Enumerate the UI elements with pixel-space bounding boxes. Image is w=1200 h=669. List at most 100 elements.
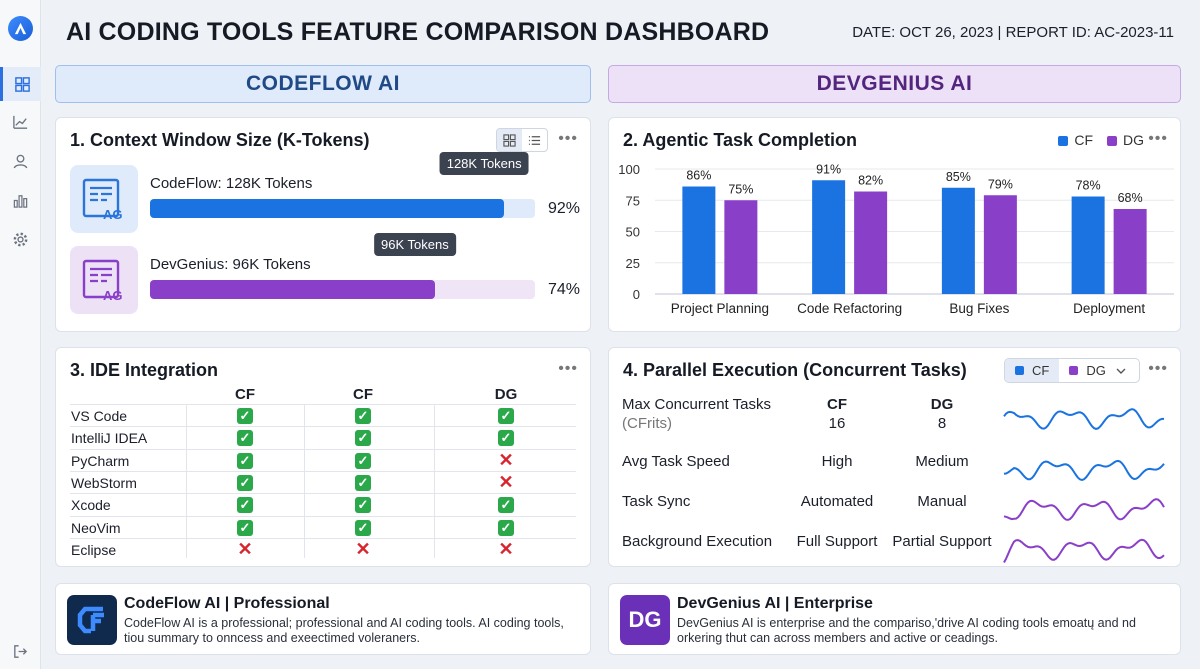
parallel-header-cf: CF — [827, 396, 847, 413]
card-title: 4. Parallel Execution (Concurrent Tasks) — [623, 360, 967, 380]
y-tick-label: 25 — [626, 256, 640, 271]
column-divider — [304, 404, 305, 558]
legend-item-dg[interactable]: DG — [1107, 132, 1144, 148]
more-options-icon[interactable]: ••• — [558, 130, 578, 147]
data-label: 85% — [946, 170, 971, 184]
sparkline — [1003, 538, 1165, 563]
ide-row: PyCharm ✓ ✓ ✕ — [70, 448, 576, 471]
check-icon: ✓ — [235, 407, 255, 424]
context-bar-fill — [150, 199, 505, 218]
parallel-metric-label: Max Concurrent Tasks — [622, 396, 771, 413]
check-icon: ✓ — [353, 496, 373, 514]
context-bar-track — [150, 280, 535, 299]
y-tick-label: 0 — [633, 287, 640, 302]
ide-name: Eclipse — [71, 541, 117, 558]
more-options-icon[interactable]: ••• — [1148, 130, 1168, 147]
context-label: CodeFlow: 128K Tokens — [150, 175, 313, 192]
ide-name: PyCharm — [71, 452, 130, 469]
product-header-devgenius[interactable]: DEVGENIUS AI — [608, 65, 1181, 103]
check-icon: ✓ — [353, 407, 373, 424]
sparkline-path — [1003, 498, 1165, 521]
y-tick-label: 75 — [626, 193, 640, 208]
data-label: 78% — [1076, 179, 1101, 193]
bar-cf — [812, 180, 846, 294]
data-label: 79% — [988, 177, 1013, 191]
summary-text: CodeFlow AI is a professional; professio… — [124, 616, 564, 645]
check-icon: ✓ — [353, 519, 373, 536]
parallel-header-dg: DG — [930, 396, 954, 413]
context-row-devgenius: AG DevGenius: 96K Tokens 96K Tokens 74% — [70, 233, 580, 316]
parallel-execution-card: 4. Parallel Execution (Concurrent Tasks)… — [608, 347, 1181, 567]
more-options-icon[interactable]: ••• — [558, 360, 578, 377]
check-icon: ✓ — [235, 452, 255, 469]
document-ag-icon: AG — [70, 246, 138, 314]
codeflow-logo — [67, 595, 117, 645]
x-tick-label: Bug Fixes — [949, 301, 1009, 316]
svg-text:AG: AG — [103, 288, 123, 302]
cross-icon: ✕ — [355, 538, 371, 559]
series-filter-dropdown[interactable]: CF DG — [1004, 358, 1140, 383]
sparkline-path — [1003, 408, 1164, 430]
sidebar-item-users[interactable] — [0, 144, 41, 178]
bar-chart-icon — [13, 194, 28, 208]
app-logo-icon[interactable] — [8, 16, 33, 41]
parallel-value-dg: Medium — [915, 453, 969, 470]
view-toggle[interactable] — [496, 128, 548, 152]
grid-view-icon[interactable] — [497, 129, 522, 151]
check-icon: ✓ — [235, 429, 255, 447]
sidebar-item-dashboard[interactable] — [0, 67, 41, 101]
chart-legend: CF DG — [1058, 132, 1144, 148]
devgenius-logo: DG — [620, 595, 670, 645]
sidebar-item-analytics[interactable] — [0, 183, 41, 217]
bar-dg — [983, 195, 1017, 294]
bar-dg — [1113, 209, 1147, 294]
context-bar-fill — [150, 280, 435, 299]
column-divider — [434, 404, 435, 558]
parallel-value-cf: High — [821, 453, 853, 470]
more-options-icon[interactable]: ••• — [1148, 360, 1168, 377]
context-label: DevGenius: 96K Tokens — [150, 256, 311, 273]
ide-row: VS Code ✓ ✓ ✓ — [70, 404, 576, 426]
card-title: 1. Context Window Size (K-Tokens) — [70, 130, 370, 150]
bar-dg — [854, 191, 888, 294]
context-percent: 92% — [547, 200, 580, 217]
chevron-down-icon — [1116, 368, 1126, 374]
legend-item-cf[interactable]: CF — [1058, 132, 1093, 148]
svg-text:AG: AG — [103, 207, 123, 221]
context-window-card: 1. Context Window Size (K-Tokens) ••• AG… — [55, 117, 591, 332]
context-tooltip: 128K Tokens — [439, 152, 529, 175]
parallel-value-cf: 16 — [828, 415, 846, 432]
check-icon: ✓ — [496, 519, 516, 536]
check-icon: ✓ — [353, 429, 373, 447]
filter-option-dg[interactable]: DG — [1059, 359, 1116, 382]
sparkline — [1003, 408, 1164, 430]
filter-option-cf[interactable]: CF — [1005, 359, 1060, 382]
parallel-value-dg: 8 — [937, 415, 947, 432]
ide-column-header: CF — [353, 386, 373, 403]
ide-row: IntelliJ IDEA ✓ ✓ ✓ — [70, 426, 576, 448]
ide-row: Xcode ✓ ✓ ✓ — [70, 493, 576, 515]
sidebar-item-trends[interactable] — [0, 105, 41, 139]
product-header-codeflow[interactable]: CODEFLOW AI — [55, 65, 591, 103]
page-title: AI CODING TOOLS FEATURE COMPARISON DASHB… — [66, 18, 770, 46]
ide-name: IntelliJ IDEA — [71, 430, 148, 447]
summary-title: DevGenius AI | Enterprise — [677, 595, 873, 612]
ide-integration-card: 3. IDE Integration ••• CF CF DG VS Code ✓… — [55, 347, 591, 567]
bar-dg — [724, 200, 758, 294]
sidebar-item-settings[interactable] — [0, 222, 41, 256]
list-view-icon[interactable] — [522, 129, 547, 151]
ide-row: WebStorm ✓ ✓ ✕ — [70, 470, 576, 493]
card-title: 2. Agentic Task Completion — [623, 130, 858, 150]
parallel-value-dg: Partial Support — [892, 533, 992, 550]
agentic-task-card: 2. Agentic Task Completion CF DG ••• 0 25… — [608, 117, 1181, 332]
x-tick-label: Project Planning — [671, 301, 769, 316]
sparkline-path — [1003, 538, 1165, 563]
check-icon: ✓ — [235, 496, 255, 514]
check-icon: ✓ — [496, 407, 516, 424]
context-bar-track — [150, 199, 535, 218]
sparkline — [1003, 498, 1165, 521]
parallel-metric-label: Avg Task Speed — [622, 453, 730, 470]
sidebar-item-logout[interactable] — [0, 634, 41, 668]
context-row-codeflow: AG CodeFlow: 128K Tokens 128K Tokens 92% — [70, 152, 580, 235]
check-icon: ✓ — [496, 496, 516, 514]
